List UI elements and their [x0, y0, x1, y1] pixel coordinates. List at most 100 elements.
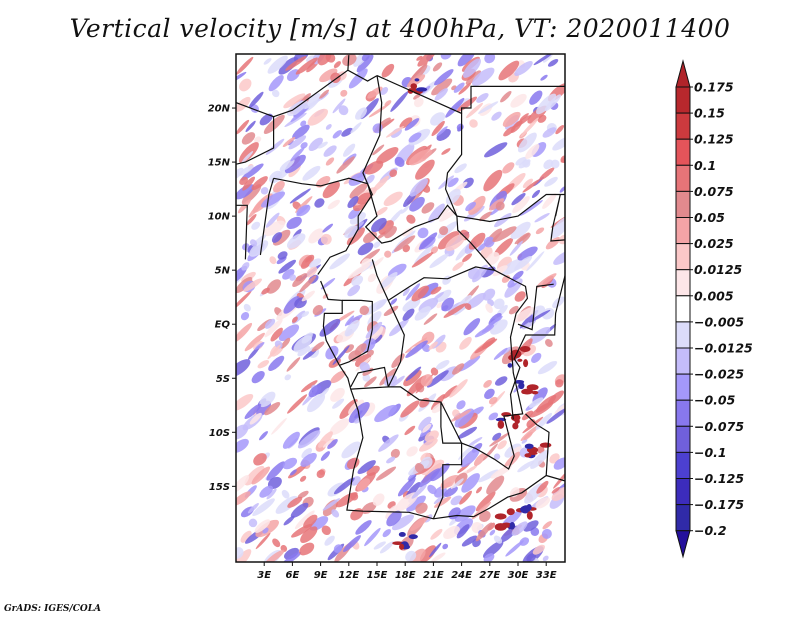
- field-patch: [443, 303, 467, 318]
- field-patch: [251, 370, 265, 384]
- field-patch: [267, 55, 288, 74]
- field-patch: [526, 511, 533, 520]
- field-patch: [498, 60, 520, 81]
- field-patch: [347, 284, 361, 297]
- field-patch: [347, 196, 359, 209]
- field-patch: [410, 515, 429, 531]
- field-patch: [542, 520, 553, 530]
- field-patch: [414, 244, 434, 265]
- field-patch: [431, 120, 445, 137]
- field-patch: [504, 278, 523, 298]
- field-patch: [236, 359, 251, 378]
- field-patch: [281, 551, 302, 562]
- field-patch: [482, 443, 498, 461]
- field-patch: [251, 466, 271, 485]
- field-patch: [241, 151, 254, 164]
- field-patch: [292, 124, 310, 140]
- field-patch: [475, 522, 493, 542]
- field-patch: [418, 416, 432, 431]
- field-patch: [364, 527, 381, 547]
- field-patch: [406, 446, 418, 457]
- colorbar-segment: [675, 425, 691, 453]
- field-patch: [333, 477, 355, 495]
- field-patch: [439, 226, 449, 236]
- colorbar-label: 0.025: [694, 236, 734, 251]
- field-patch: [348, 402, 370, 423]
- field-patch: [248, 518, 258, 528]
- field-patch: [497, 440, 507, 450]
- field-patch: [467, 267, 480, 280]
- lat-tick-label: 10S: [209, 428, 230, 439]
- field-patch: [456, 400, 466, 410]
- field-patch: [399, 543, 405, 550]
- colorbar-label: −0.005: [694, 314, 744, 329]
- field-patch: [282, 457, 298, 470]
- field-patch: [466, 292, 486, 309]
- field-patch: [288, 135, 307, 150]
- field-patch: [289, 188, 311, 204]
- field-patch: [423, 313, 438, 325]
- field-patch: [436, 128, 451, 141]
- field-patch: [317, 141, 328, 149]
- field-patch: [528, 309, 551, 323]
- field-patch: [259, 431, 268, 441]
- field-patch: [327, 438, 338, 450]
- field-patch: [454, 505, 476, 522]
- lat-tick-label: 20N: [208, 104, 231, 115]
- field-patch: [403, 369, 422, 387]
- field-patch: [495, 201, 505, 211]
- field-patch: [486, 475, 505, 495]
- velocity-field: [236, 54, 565, 562]
- lat-tick-label: 15N: [208, 158, 231, 169]
- field-patch: [475, 486, 483, 494]
- field-patch: [520, 117, 539, 138]
- field-patch: [319, 89, 330, 99]
- field-patch: [494, 513, 507, 520]
- field-patch: [514, 255, 533, 271]
- field-patch: [378, 220, 394, 235]
- field-patch: [445, 97, 465, 118]
- field-patch: [535, 412, 553, 430]
- field-patch: [251, 176, 268, 191]
- field-patch: [307, 108, 328, 126]
- field-patch: [434, 69, 454, 86]
- field-patch: [349, 183, 368, 199]
- field-patch: [541, 307, 555, 320]
- colorbar-label: 0.075: [694, 184, 734, 199]
- field-patch: [241, 262, 250, 271]
- field-patch: [458, 82, 471, 95]
- field-patch: [290, 502, 309, 518]
- field-patch: [510, 120, 523, 133]
- colorbar-label: −0.0125: [694, 341, 753, 356]
- border-line: [362, 75, 383, 184]
- field-patch: [418, 468, 441, 488]
- field-patch: [408, 132, 422, 143]
- field-patch: [319, 68, 338, 83]
- field-patch: [465, 201, 476, 212]
- field-patch: [411, 484, 427, 499]
- field-patch: [299, 275, 317, 293]
- field-patch: [271, 232, 283, 243]
- field-patch: [536, 273, 557, 288]
- field-patch: [511, 521, 528, 536]
- field-patch: [430, 246, 439, 254]
- border-line: [517, 283, 554, 331]
- field-patch: [285, 56, 307, 71]
- field-patch: [483, 379, 492, 388]
- field-patch: [457, 426, 478, 439]
- lon-tick-label: 12E: [338, 570, 359, 581]
- field-patch: [465, 102, 484, 119]
- field-patch: [299, 475, 307, 482]
- field-patch: [236, 393, 254, 411]
- field-patch: [534, 213, 550, 223]
- field-patch: [269, 256, 277, 265]
- field-patch: [342, 143, 356, 157]
- field-patch: [410, 83, 418, 90]
- field-patch: [517, 460, 535, 473]
- field-patch: [502, 111, 521, 127]
- field-patch: [383, 305, 399, 317]
- field-patch: [528, 397, 544, 408]
- field-patch: [468, 437, 483, 447]
- field-patch: [547, 390, 564, 406]
- field-patch: [484, 54, 496, 64]
